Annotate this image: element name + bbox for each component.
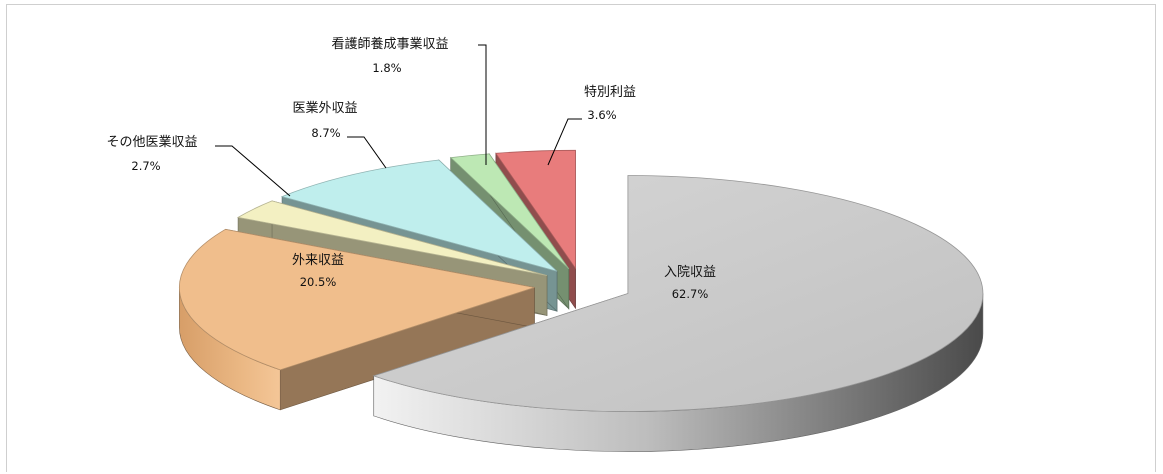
- slice-label-2: その他医業収益: [106, 134, 197, 150]
- slice-value-3: 8.7%: [311, 126, 340, 140]
- slice-labels: 入院収益 62.7% 外来収益 20.5% その他医業収益 2.7% 医業外収益 8.7% 看護…: [106, 36, 716, 301]
- pie-top-faces: [178, 149, 984, 412]
- slice-value-5: 3.6%: [587, 108, 616, 122]
- slice-label-5: 特別利益: [584, 85, 636, 100]
- leader-line-2: [215, 145, 291, 197]
- leader-line-3: [347, 136, 387, 169]
- leader-line-5: [547, 118, 582, 166]
- slice-top-1: [178, 228, 535, 371]
- slice-label-1: 外来収益: [292, 253, 344, 268]
- leader-line-4: [478, 44, 487, 165]
- slice-value-2: 2.7%: [131, 159, 160, 173]
- leader-lines: [215, 44, 582, 197]
- slice-value-4: 1.8%: [372, 61, 401, 75]
- slice-label-4: 看護師養成事業収益: [331, 36, 448, 52]
- slice-value-0: 62.7%: [672, 287, 709, 301]
- slice-label-3: 医業外収益: [292, 100, 357, 116]
- slice-top-4: [449, 153, 570, 270]
- slice-top-0: [372, 175, 984, 412]
- slice-top-3: [280, 159, 558, 272]
- slice-value-1: 20.5%: [300, 275, 337, 289]
- slice-top-5: [495, 149, 576, 270]
- slice-top-2: [236, 200, 548, 276]
- slice-label-0: 入院収益: [664, 265, 716, 280]
